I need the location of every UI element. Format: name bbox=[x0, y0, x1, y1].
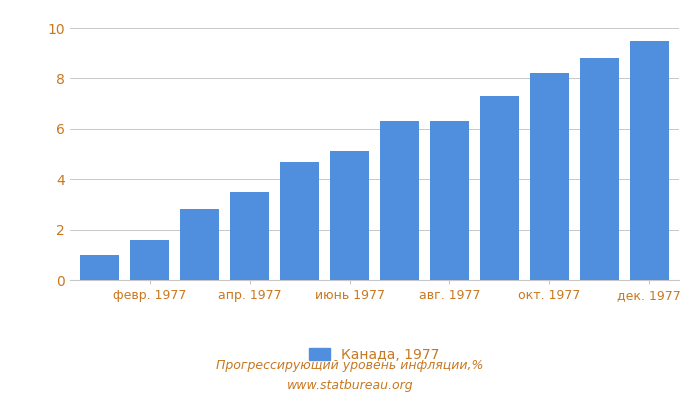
Bar bbox=[430, 121, 469, 280]
Bar bbox=[580, 58, 619, 280]
Bar bbox=[130, 240, 169, 280]
Bar bbox=[330, 152, 369, 280]
Bar bbox=[480, 96, 519, 280]
Legend: Канада, 1977: Канада, 1977 bbox=[304, 342, 445, 368]
Text: Прогрессирующий уровень инфляции,%: Прогрессирующий уровень инфляции,% bbox=[216, 360, 484, 372]
Bar bbox=[230, 192, 270, 280]
Text: www.statbureau.org: www.statbureau.org bbox=[287, 380, 413, 392]
Bar bbox=[530, 73, 568, 280]
Bar bbox=[380, 121, 419, 280]
Bar bbox=[280, 162, 319, 280]
Bar bbox=[181, 210, 219, 280]
Bar bbox=[80, 255, 120, 280]
Bar bbox=[629, 40, 668, 280]
